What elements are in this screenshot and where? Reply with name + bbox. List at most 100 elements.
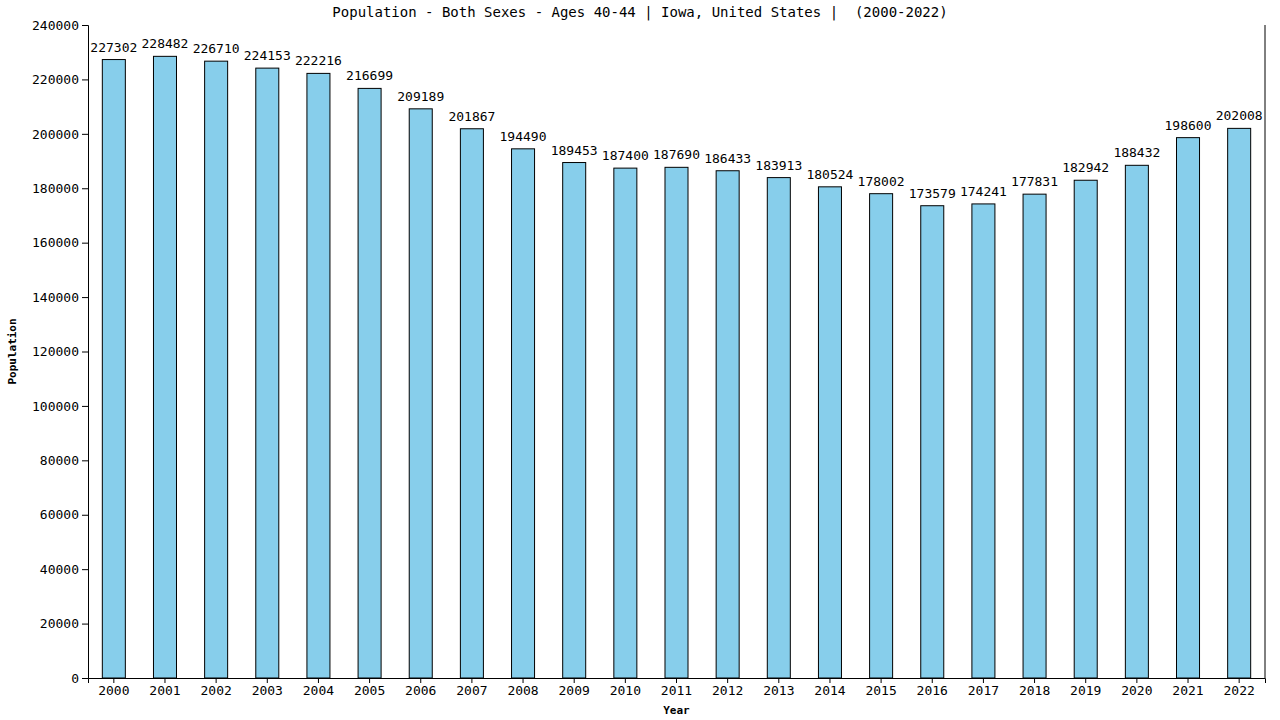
bar [921, 206, 944, 678]
x-tick-label: 2009 [559, 683, 590, 698]
data-label: 226710 [193, 41, 240, 56]
data-label: 224153 [244, 48, 291, 63]
bar [409, 109, 432, 678]
x-tick: 2004 [303, 678, 334, 698]
y-tick-mark [82, 243, 88, 244]
x-tick-label: 2015 [865, 683, 896, 698]
x-tick: 2016 [917, 678, 948, 698]
bar [153, 56, 176, 678]
x-tick-label: 2010 [610, 683, 641, 698]
y-tick: 40000 [40, 562, 88, 577]
x-tick-label: 2022 [1224, 683, 1255, 698]
data-label: 189453 [551, 143, 598, 158]
x-tick: 2017 [968, 678, 999, 698]
y-tick-label: 100000 [32, 399, 79, 414]
x-tick: 2011 [661, 678, 692, 698]
x-tick: 2012 [712, 678, 743, 698]
x-tick: 2010 [610, 678, 641, 698]
x-tick: 2021 [1172, 678, 1203, 698]
x-tick: 2003 [252, 678, 283, 698]
plot: 2273022284822267102241532222162166992091… [32, 18, 1265, 699]
y-tick: 60000 [40, 507, 88, 522]
bar [818, 187, 841, 678]
bar [614, 168, 637, 678]
bar [307, 73, 330, 678]
data-label: 209189 [397, 89, 444, 104]
data-label: 194490 [500, 129, 547, 144]
y-tick-mark [82, 188, 88, 189]
bar [665, 167, 688, 678]
x-tick: 2001 [149, 678, 180, 698]
bar [716, 171, 739, 678]
data-label: 198600 [1165, 118, 1212, 133]
x-tick-label: 2003 [252, 683, 283, 698]
data-label: 188432 [1113, 145, 1160, 160]
x-tick: 2006 [405, 678, 436, 698]
x-tick-label: 2019 [1070, 683, 1101, 698]
x-tick: 2013 [763, 678, 794, 698]
x-tick-label: 2004 [303, 683, 334, 698]
bar [1023, 194, 1046, 678]
y-tick: 80000 [40, 453, 88, 468]
y-tick: 220000 [32, 72, 88, 87]
data-label: 183913 [755, 158, 802, 173]
y-tick-label: 60000 [40, 507, 79, 522]
bar [1177, 138, 1200, 678]
data-label: 201867 [448, 109, 495, 124]
y-axis-line [82, 26, 89, 679]
data-label: 187690 [653, 147, 700, 162]
bar [1074, 180, 1097, 678]
y-tick-label: 220000 [32, 72, 79, 87]
bar [256, 68, 279, 678]
chart: 2273022284822267102241532222162166992091… [0, 0, 1280, 720]
x-tick: 2018 [1019, 678, 1050, 698]
data-label: 173579 [909, 186, 956, 201]
x-axis: 2000200120022003200420052006200720082009… [89, 678, 1266, 698]
x-tick-label: 2016 [917, 683, 948, 698]
y-tick-label: 160000 [32, 235, 79, 250]
y-tick: 100000 [32, 399, 88, 414]
x-tick: 2014 [814, 678, 845, 698]
x-tick-label: 2001 [149, 683, 180, 698]
data-label: 186433 [704, 151, 751, 166]
data-label: 187400 [602, 148, 649, 163]
x-tick-label: 2013 [763, 683, 794, 698]
y-tick-mark [82, 79, 88, 80]
data-label: 178002 [858, 174, 905, 189]
data-label: 222216 [295, 53, 342, 68]
y-axis: 0200004000060000800001000001200001400001… [32, 18, 88, 686]
data-label: 180524 [806, 167, 853, 182]
bar [1125, 165, 1148, 678]
y-tick-mark [82, 134, 88, 135]
data-label: 216699 [346, 68, 393, 83]
y-tick-mark [82, 515, 88, 516]
bar [563, 163, 586, 678]
y-tick-mark [82, 25, 88, 26]
y-axis-title: Population [6, 318, 19, 384]
x-tick-label: 2018 [1019, 683, 1050, 698]
x-tick: 2020 [1121, 678, 1152, 698]
x-tick-label: 2012 [712, 683, 743, 698]
y-tick-mark [82, 406, 88, 407]
y-tick: 140000 [32, 290, 88, 305]
x-tick-label: 2005 [354, 683, 385, 698]
x-tick-label: 2008 [507, 683, 538, 698]
y-tick-label: 20000 [40, 616, 79, 631]
x-tick: 2009 [559, 678, 590, 698]
x-tick-label: 2000 [98, 683, 129, 698]
data-label: 177831 [1011, 174, 1058, 189]
y-tick-mark [82, 352, 88, 353]
frame-line [1265, 25, 1266, 678]
y-tick: 0 [71, 671, 88, 686]
x-axis-title: Year [663, 704, 690, 717]
data-label: 202008 [1216, 108, 1263, 123]
x-tick-label: 2021 [1172, 683, 1203, 698]
bars [102, 56, 1250, 678]
x-tick: 2008 [507, 678, 538, 698]
x-tick: 2015 [865, 678, 896, 698]
y-tick-label: 40000 [40, 562, 79, 577]
y-tick-label: 180000 [32, 181, 79, 196]
x-tick-label: 2006 [405, 683, 436, 698]
y-tick-label: 140000 [32, 290, 79, 305]
y-tick-mark [82, 460, 88, 461]
